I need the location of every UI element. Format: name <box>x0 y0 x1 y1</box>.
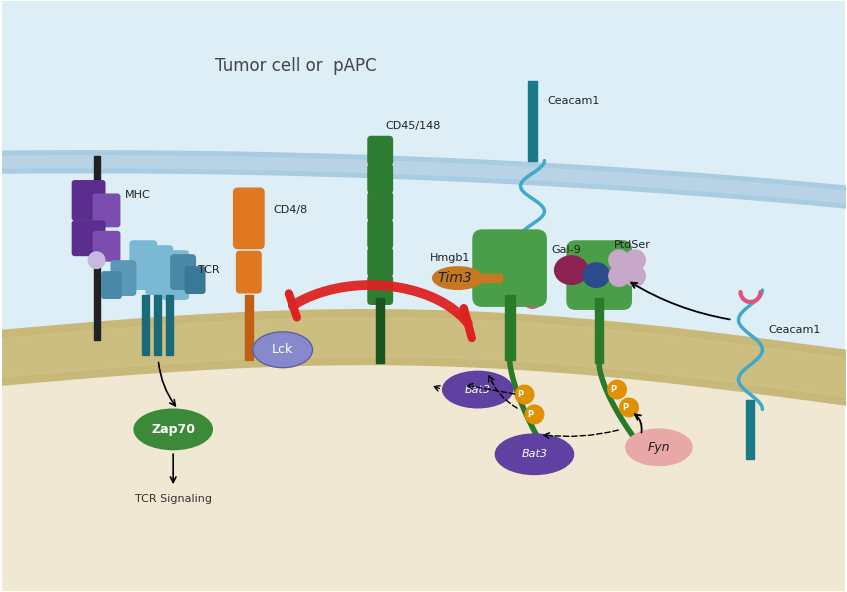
FancyBboxPatch shape <box>368 136 393 166</box>
Text: CD45/148: CD45/148 <box>385 121 440 131</box>
FancyBboxPatch shape <box>368 247 393 277</box>
Bar <box>746 400 755 459</box>
Bar <box>154 295 161 355</box>
Ellipse shape <box>442 371 513 408</box>
FancyBboxPatch shape <box>72 220 106 256</box>
Circle shape <box>608 249 630 271</box>
Text: P: P <box>610 385 616 394</box>
Ellipse shape <box>252 332 313 368</box>
Text: Gal-9: Gal-9 <box>551 245 581 255</box>
FancyBboxPatch shape <box>368 275 393 305</box>
Text: TCR Signaling: TCR Signaling <box>135 494 212 504</box>
FancyBboxPatch shape <box>473 229 547 307</box>
Text: MHC: MHC <box>125 191 150 201</box>
Bar <box>505 295 515 360</box>
Circle shape <box>524 404 545 424</box>
Text: P: P <box>528 410 534 419</box>
FancyBboxPatch shape <box>130 240 158 290</box>
Circle shape <box>87 251 106 269</box>
Ellipse shape <box>133 408 213 451</box>
FancyBboxPatch shape <box>567 240 632 310</box>
Bar <box>595 298 603 363</box>
Text: Lck: Lck <box>272 343 293 356</box>
Bar <box>479 274 501 282</box>
FancyBboxPatch shape <box>161 250 189 300</box>
Bar <box>142 295 149 355</box>
Text: TCR: TCR <box>198 265 219 275</box>
FancyBboxPatch shape <box>92 231 120 262</box>
Circle shape <box>624 249 646 271</box>
FancyBboxPatch shape <box>185 266 206 294</box>
Text: Zap70: Zap70 <box>151 423 195 436</box>
Ellipse shape <box>554 255 589 285</box>
Text: PtdSer: PtdSer <box>613 240 650 250</box>
Ellipse shape <box>625 429 693 466</box>
Circle shape <box>608 265 630 287</box>
Text: Tim3: Tim3 <box>438 271 473 285</box>
Bar <box>166 295 173 355</box>
Text: Ceacam1: Ceacam1 <box>547 96 600 106</box>
Circle shape <box>624 265 646 287</box>
Polygon shape <box>2 364 845 591</box>
Text: Tumor cell or  pAPC: Tumor cell or pAPC <box>215 57 376 75</box>
Bar <box>245 295 252 360</box>
FancyBboxPatch shape <box>146 245 173 295</box>
FancyBboxPatch shape <box>170 254 196 290</box>
Text: CD4/8: CD4/8 <box>274 205 308 215</box>
Circle shape <box>607 379 627 400</box>
Ellipse shape <box>495 433 574 475</box>
Circle shape <box>616 257 638 279</box>
Circle shape <box>515 385 534 404</box>
FancyBboxPatch shape <box>368 163 393 194</box>
FancyBboxPatch shape <box>110 260 136 296</box>
Bar <box>93 156 100 185</box>
Text: Bat3: Bat3 <box>465 385 490 394</box>
Bar <box>93 265 100 340</box>
Text: Bat3: Bat3 <box>522 449 547 459</box>
Text: P: P <box>622 403 628 412</box>
FancyBboxPatch shape <box>101 271 122 299</box>
Ellipse shape <box>432 266 484 290</box>
Text: Fyn: Fyn <box>648 441 670 454</box>
FancyBboxPatch shape <box>92 194 120 227</box>
FancyBboxPatch shape <box>368 220 393 249</box>
FancyBboxPatch shape <box>233 188 265 249</box>
Text: Hmgb1: Hmgb1 <box>429 253 470 263</box>
Circle shape <box>619 397 639 417</box>
FancyBboxPatch shape <box>368 191 393 221</box>
FancyBboxPatch shape <box>72 180 106 221</box>
Text: P: P <box>518 390 523 399</box>
Bar <box>376 298 385 363</box>
Bar <box>528 81 538 160</box>
Text: Ceacam1: Ceacam1 <box>768 325 821 335</box>
FancyBboxPatch shape <box>235 251 262 294</box>
Ellipse shape <box>582 262 610 288</box>
